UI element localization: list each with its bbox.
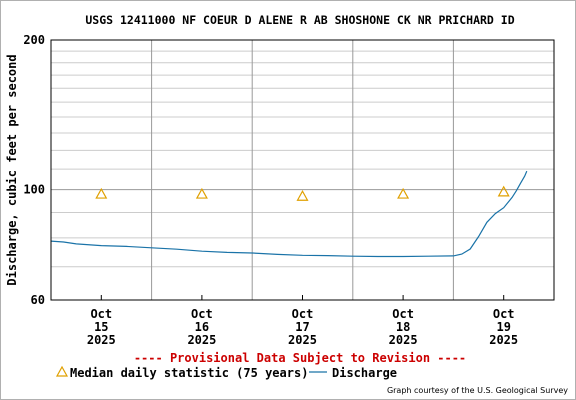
x-tick-label-year: 2025: [87, 333, 116, 347]
x-tick-label-day: 18: [396, 320, 410, 334]
median-marker: [296, 190, 309, 201]
x-tick-label-day: 19: [496, 320, 510, 334]
x-tick-label-year: 2025: [187, 333, 216, 347]
x-tick-label-month: Oct: [392, 307, 414, 321]
x-tick-label-day: 15: [94, 320, 108, 334]
x-tick-labels: Oct152025Oct162025Oct172025Oct182025Oct1…: [87, 295, 518, 347]
y-tick-labels: 60 100 200: [23, 33, 45, 307]
median-marker: [397, 187, 410, 199]
y-tick-label: 200: [23, 33, 45, 47]
series-layer: [50, 170, 528, 258]
x-tick-label-month: Oct: [493, 307, 515, 321]
legend-median-label: Median daily statistic (75 years): [70, 366, 308, 380]
legend-discharge-label: Discharge: [332, 366, 397, 380]
x-tick-label-day: 16: [195, 320, 209, 334]
grid-lines: [51, 39, 554, 301]
y-axis-label: Discharge, cubic feet per second: [5, 54, 19, 285]
plot-area-border: [50, 39, 555, 301]
x-tick-label-year: 2025: [288, 333, 317, 347]
provisional-notice: ---- Provisional Data Subject to Revisio…: [134, 351, 466, 365]
x-tick-label-month: Oct: [90, 307, 112, 321]
x-tick-label-month: Oct: [292, 307, 314, 321]
median-marker: [195, 187, 208, 199]
y-tick-label: 60: [31, 293, 45, 307]
credit-text: Graph courtesy of the U.S. Geological Su…: [387, 386, 568, 395]
x-tick-label-month: Oct: [191, 307, 213, 321]
legend: Median daily statistic (75 years) Discha…: [55, 365, 397, 380]
chart-title: USGS 12411000 NF COEUR D ALENE R AB SHOS…: [85, 13, 514, 27]
y-tick-label: 100: [23, 183, 45, 197]
legend-triangle-marker: [55, 365, 69, 377]
median-marker: [497, 185, 510, 197]
median-marker: [95, 187, 108, 199]
discharge-line: [50, 170, 528, 258]
x-tick-label-year: 2025: [489, 333, 518, 347]
x-tick-label-day: 17: [295, 320, 309, 334]
x-tick-label-year: 2025: [389, 333, 418, 347]
